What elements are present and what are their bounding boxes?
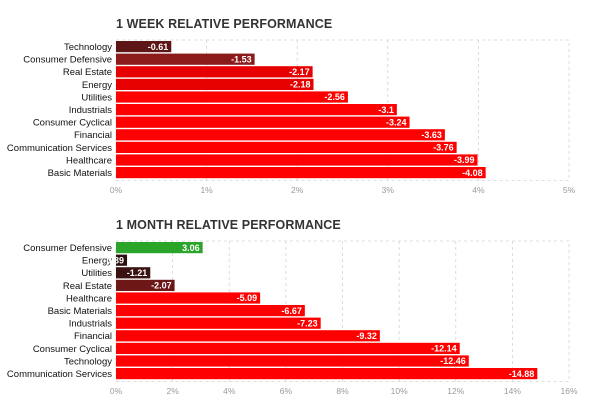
month-category-label: Consumer Cyclical bbox=[33, 344, 112, 355]
month-value-label: -12.46 bbox=[440, 356, 466, 366]
month-bar bbox=[116, 355, 469, 367]
week-value-label: -2.56 bbox=[324, 92, 345, 102]
week-category-label: Healthcare bbox=[66, 155, 112, 166]
week-category-label: Industrials bbox=[69, 105, 113, 116]
month-category-label: Energy bbox=[82, 256, 112, 267]
month-bar bbox=[116, 254, 128, 266]
month-category-label: Communication Services bbox=[7, 369, 112, 380]
week-value-label: -0.61 bbox=[148, 42, 169, 52]
month-category-label: Financial bbox=[74, 331, 112, 342]
month-chart-title: 1 MONTH RELATIVE PERFORMANCE bbox=[116, 218, 341, 232]
week-bar bbox=[116, 53, 255, 65]
month-chart: 0% 2% 4% 6% 8% 10% 12% 14% 16% Consumer Defensive… bbox=[7, 240, 578, 396]
week-category-label: Technology bbox=[64, 42, 112, 53]
month-value-label: -12.14 bbox=[431, 344, 457, 354]
week-value-label: -1.53 bbox=[231, 54, 252, 64]
month-bar bbox=[116, 368, 538, 380]
week-chart-title: 1 WEEK RELATIVE PERFORMANCE bbox=[116, 17, 333, 31]
week-bar bbox=[116, 116, 410, 128]
month-category-label: Basic Materials bbox=[48, 306, 113, 317]
week-bar bbox=[116, 141, 457, 153]
week-tick-label: 2% bbox=[291, 185, 304, 195]
month-tick-label: 16% bbox=[560, 386, 577, 396]
week-value-label: -4.08 bbox=[462, 168, 483, 178]
week-category-label: Consumer Defensive bbox=[23, 55, 112, 66]
week-tick-label: 5% bbox=[563, 185, 576, 195]
month-category-label: Consumer Defensive bbox=[23, 243, 112, 254]
week-bar bbox=[116, 167, 486, 179]
week-bar bbox=[116, 41, 172, 53]
month-bar bbox=[116, 330, 380, 342]
month-tick-label: 10% bbox=[391, 386, 408, 396]
month-bar bbox=[116, 305, 305, 317]
month-bar bbox=[116, 279, 175, 291]
month-bar bbox=[116, 342, 460, 354]
month-bar bbox=[116, 242, 203, 254]
week-tick-label: 0% bbox=[110, 185, 123, 195]
week-value-label: -2.18 bbox=[290, 80, 311, 90]
month-value-label: 3.06 bbox=[182, 243, 200, 253]
month-tick-label: 2% bbox=[166, 386, 179, 396]
month-tick-label: 6% bbox=[280, 386, 293, 396]
week-value-label: -2.17 bbox=[289, 67, 310, 77]
week-value-label: -3.24 bbox=[386, 117, 407, 127]
month-tick-label: 0% bbox=[110, 386, 123, 396]
month-tick-label: 12% bbox=[447, 386, 464, 396]
month-value-label: -0.39 bbox=[104, 255, 125, 265]
week-bar bbox=[116, 66, 313, 78]
week-tick-label: 4% bbox=[472, 185, 485, 195]
week-bar bbox=[116, 78, 314, 90]
week-category-label: Communication Services bbox=[7, 143, 112, 154]
week-chart: 0% 1% 2% 3% 4% 5% Technology -0.61 Consumer Defe… bbox=[7, 39, 576, 195]
week-category-label: Energy bbox=[82, 80, 112, 91]
month-bar bbox=[116, 267, 151, 279]
month-tick-label: 4% bbox=[223, 386, 236, 396]
week-tick-label: 1% bbox=[200, 185, 213, 195]
week-category-label: Utilities bbox=[81, 92, 112, 103]
month-category-label: Industrials bbox=[69, 319, 113, 330]
month-tick-label: 14% bbox=[504, 386, 521, 396]
month-category-label: Utilities bbox=[81, 268, 112, 279]
month-category-label: Healthcare bbox=[66, 293, 112, 304]
week-category-label: Real Estate bbox=[63, 67, 112, 78]
month-value-label: -9.32 bbox=[356, 331, 377, 341]
week-value-label: -3.1 bbox=[378, 105, 394, 115]
week-category-label: Consumer Cyclical bbox=[33, 118, 112, 129]
week-value-label: -3.63 bbox=[421, 130, 442, 140]
month-bar bbox=[116, 292, 261, 304]
week-bar bbox=[116, 129, 445, 141]
month-value-label: -1.21 bbox=[127, 268, 148, 278]
month-value-label: -14.88 bbox=[509, 369, 535, 379]
week-tick-label: 3% bbox=[382, 185, 395, 195]
month-category-label: Technology bbox=[64, 356, 112, 367]
month-value-label: -2.07 bbox=[151, 281, 172, 291]
week-value-label: -3.76 bbox=[433, 143, 454, 153]
month-category-label: Real Estate bbox=[63, 281, 112, 292]
month-value-label: -5.09 bbox=[237, 293, 258, 303]
week-bar bbox=[116, 91, 348, 103]
week-category-label: Financial bbox=[74, 130, 112, 141]
month-value-label: -7.23 bbox=[297, 318, 318, 328]
week-bar bbox=[116, 104, 397, 116]
week-value-label: -3.99 bbox=[454, 155, 475, 165]
week-category-label: Basic Materials bbox=[48, 168, 113, 179]
month-value-label: -6.67 bbox=[281, 306, 302, 316]
week-bar bbox=[116, 154, 478, 166]
month-tick-label: 8% bbox=[336, 386, 349, 396]
month-bar bbox=[116, 317, 321, 329]
